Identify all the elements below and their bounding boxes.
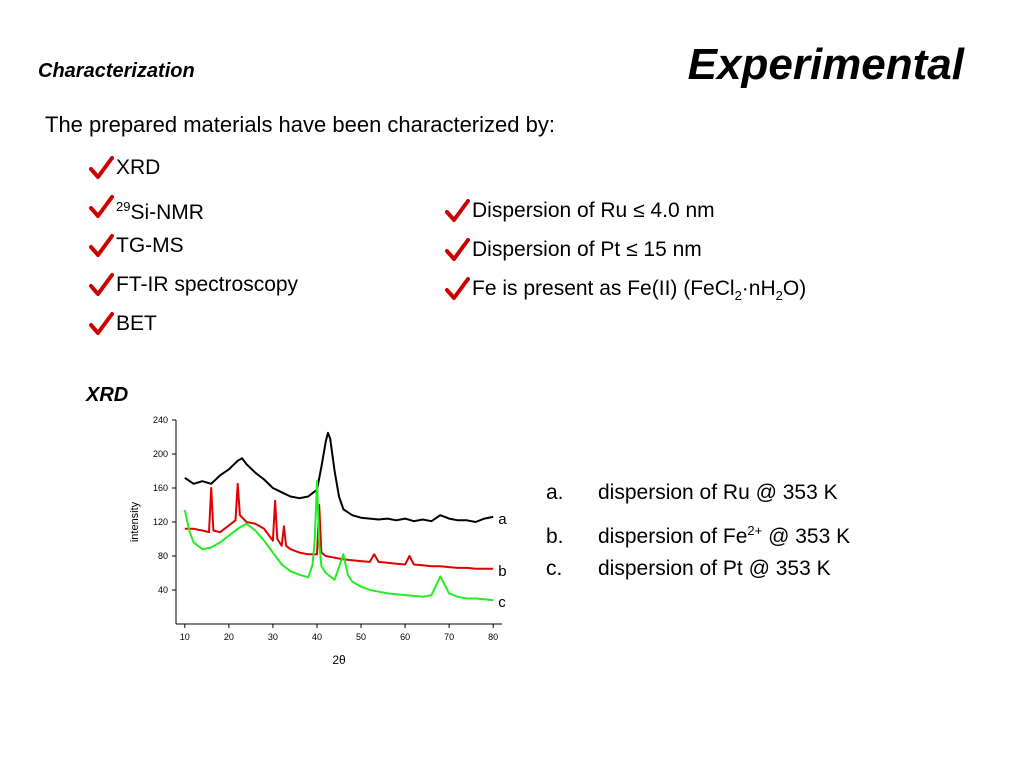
x-tick-label: 30	[268, 632, 278, 642]
x-tick-label: 60	[400, 632, 410, 642]
chart-series	[183, 431, 494, 602]
y-axis-label: intensity	[129, 501, 141, 542]
y-tick-label: 120	[153, 517, 168, 527]
legend-text: dispersion of Ru @ 353 K	[598, 481, 838, 504]
chart-annotations: a bc	[498, 511, 507, 611]
finding-label: ·nH	[741, 277, 776, 300]
y-tick-label: 40	[158, 585, 168, 595]
legend-item-a: a. dispersion of Ru @ 353 K	[546, 478, 850, 516]
y-tick-label: 200	[153, 449, 168, 459]
subscript: 2	[734, 288, 742, 304]
checkmark-icon	[89, 234, 114, 257]
checkmark-icon	[445, 199, 470, 222]
checkmark-icon	[89, 156, 114, 179]
x-tick-label: 80	[488, 632, 498, 642]
x-tick-label: 20	[224, 632, 234, 642]
checkmark-icon	[445, 277, 470, 300]
charge-superscript: 2+	[747, 523, 763, 538]
sample-legend: a. dispersion of Ru @ 353 K b. dispersion …	[546, 478, 850, 592]
technique-item-tg-ms: TG-MS	[88, 231, 298, 270]
finding-label: Fe is present as Fe(II) (FeCl	[472, 277, 735, 300]
legend-marker: c.	[546, 557, 563, 580]
y-tick-label: 160	[153, 483, 168, 493]
technique-label: XRD	[116, 156, 161, 179]
slide-title: Experimental	[687, 40, 964, 89]
findings-list: Dispersion of Ru ≤ 4.0 nm Dispersion of …	[444, 196, 806, 313]
technique-list: XRD 29Si-NMR TG-MS FT-IR spectroscopy BE…	[88, 153, 298, 348]
technique-item-xrd: XRD	[88, 153, 298, 192]
legend-marker: a.	[546, 481, 564, 504]
technique-label: Si-NMR	[130, 201, 204, 224]
finding-ru: Dispersion of Ru ≤ 4.0 nm	[444, 196, 806, 235]
technique-label: TG-MS	[116, 234, 184, 257]
section-heading: Characterization	[38, 60, 195, 82]
finding-label: Dispersion of Pt ≤ 15 nm	[472, 238, 702, 261]
technique-label: FT-IR spectroscopy	[116, 273, 299, 296]
series-line-c	[183, 480, 494, 602]
finding-fe: Fe is present as Fe(II) (FeCl2·nH2O)	[444, 274, 806, 313]
technique-label: BET	[116, 312, 157, 335]
intro-text: The prepared materials have been charact…	[45, 112, 555, 137]
legend-item-c: c. dispersion of Pt @ 353 K	[546, 554, 850, 592]
x-tick-label: 50	[356, 632, 366, 642]
technique-item-si-nmr: 29Si-NMR	[88, 192, 298, 231]
checkmark-icon	[89, 195, 114, 218]
series-annotation-a: a	[498, 511, 507, 528]
chart-axes: 10 20 30 40 50 60 70 80 40 80 120 160 200 240 2θ intens…	[129, 415, 502, 667]
y-tick-label: 80	[158, 551, 168, 561]
technique-item-bet: BET	[88, 309, 298, 348]
xrd-chart: 10 20 30 40 50 60 70 80 40 80 120 160 200 240 2θ intens…	[129, 415, 507, 667]
legend-text-tail: @ 353 K	[762, 525, 851, 548]
x-tick-label: 70	[444, 632, 454, 642]
checkmark-icon	[89, 273, 114, 296]
checkmark-icon	[89, 312, 114, 335]
finding-label: O)	[782, 277, 807, 300]
x-tick-label: 40	[312, 632, 322, 642]
series-line-a	[184, 431, 494, 523]
y-tick-label: 240	[153, 415, 168, 425]
technique-item-ft-ir: FT-IR spectroscopy	[88, 270, 298, 309]
checkmark-icon	[445, 238, 470, 261]
x-axis-label: 2θ	[332, 653, 346, 667]
legend-item-b: b. dispersion of Fe2+ @ 353 K	[546, 516, 850, 554]
legend-marker: b.	[546, 525, 564, 548]
series-annotation-c: c	[498, 594, 506, 611]
subscript: 2	[775, 288, 783, 304]
series-annotation-b: b	[498, 563, 506, 580]
isotope-superscript: 29	[116, 199, 131, 214]
finding-pt: Dispersion of Pt ≤ 15 nm	[444, 235, 806, 274]
xrd-heading: XRD	[86, 384, 129, 406]
finding-label: Dispersion of Ru ≤ 4.0 nm	[472, 199, 715, 222]
legend-text: dispersion of Fe	[598, 525, 748, 548]
legend-text: dispersion of Pt @ 353 K	[598, 557, 831, 580]
x-tick-label: 10	[180, 632, 190, 642]
